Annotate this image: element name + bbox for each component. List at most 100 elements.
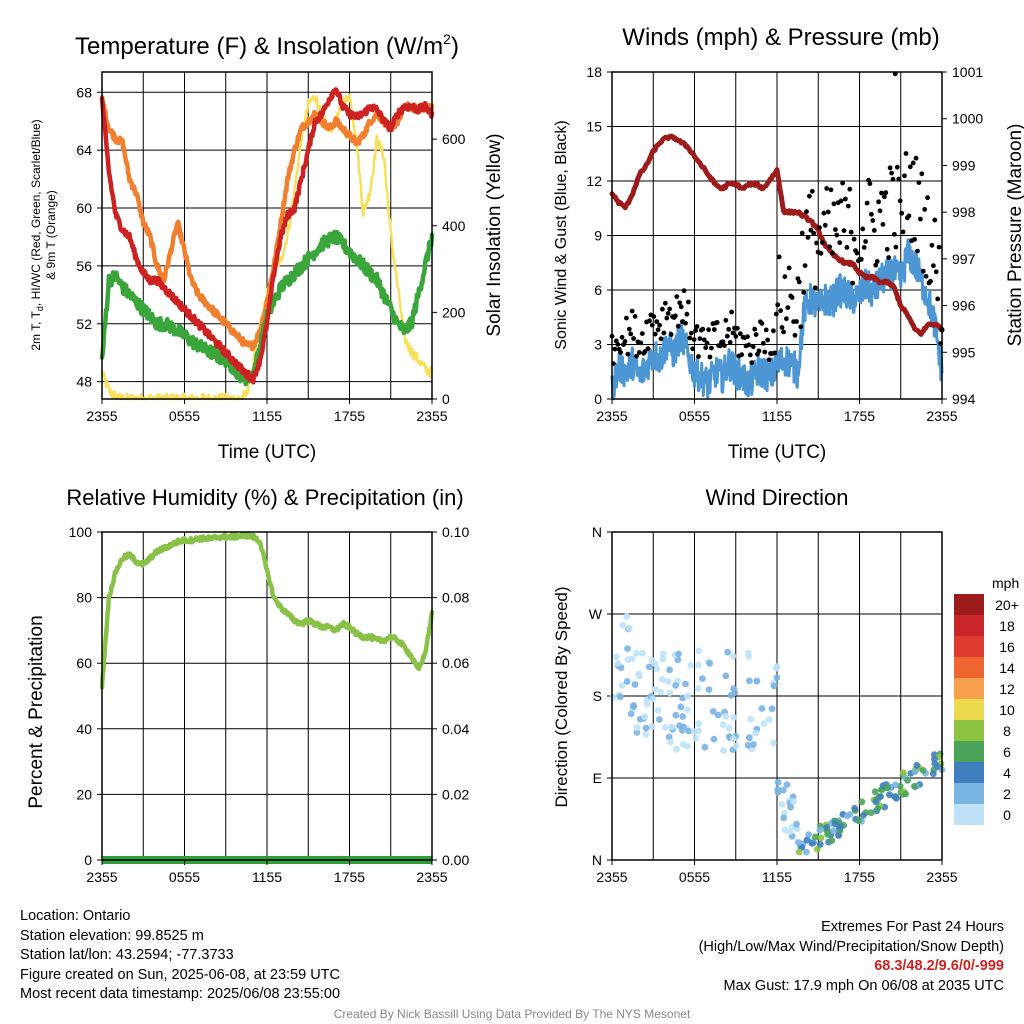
- direction-point: [692, 734, 700, 742]
- y-tick-label: 15: [586, 119, 602, 135]
- colorbar-title: mph: [992, 575, 1019, 591]
- y2-axis-label: Station Pressure (Maroon): [1005, 124, 1024, 347]
- direction-point: [730, 685, 738, 692]
- colorbar-label: 6: [1003, 744, 1011, 760]
- gust-point: [746, 342, 752, 348]
- direction-point: [706, 659, 714, 667]
- direction-point: [719, 721, 727, 728]
- station-info: Location: Ontario Station elevation: 99.…: [20, 907, 340, 1005]
- gust-point: [882, 194, 887, 200]
- direction-point: [641, 713, 649, 721]
- gust-point: [626, 326, 632, 332]
- gust-point: [678, 304, 684, 310]
- direction-point: [808, 840, 816, 847]
- x-tick-label: 2355: [596, 408, 627, 424]
- direction-point: [911, 768, 919, 775]
- gust-point: [665, 311, 671, 316]
- direction-point: [830, 827, 837, 835]
- gust-point: [697, 336, 703, 341]
- x-tick-label: 0555: [169, 869, 200, 885]
- gust-point: [843, 196, 848, 202]
- gust-point: [776, 254, 782, 260]
- colorbar-label: 20+: [995, 597, 1019, 613]
- gust-point: [931, 263, 936, 269]
- gust-point: [809, 188, 815, 194]
- gust-point: [873, 262, 879, 268]
- direction-point: [642, 724, 650, 732]
- direction-point: [774, 788, 782, 796]
- y-tick-label: 6: [594, 282, 602, 298]
- direction-point: [633, 650, 640, 657]
- direction-point: [795, 839, 803, 846]
- panel-winds: 0 3 6 9 12 15 18 994 995 996 997 998 999 1000 1001 2355…: [553, 24, 1024, 463]
- gust-point: [771, 328, 776, 334]
- direction-point: [616, 693, 624, 701]
- chart-title-superscript: 2: [443, 31, 451, 47]
- gust-point: [684, 311, 690, 317]
- direction-point: [694, 685, 702, 692]
- y-tick-label: 9: [594, 228, 602, 244]
- gust-point: [675, 323, 681, 329]
- direction-point: [695, 647, 703, 655]
- gust-point: [918, 216, 923, 222]
- y-tick-label: 68: [76, 84, 92, 100]
- direction-point: [682, 680, 689, 688]
- y2-tick-label: 400: [442, 218, 466, 234]
- direction-point: [679, 713, 687, 720]
- gust-point: [834, 232, 840, 238]
- gust-point: [845, 203, 851, 209]
- direction-point: [666, 689, 674, 697]
- direction-point: [851, 804, 859, 812]
- panel-humidity: 0 20 40 60 80 100 0.00 0.02 0.04 0.06 0.08 0.10 2355…: [26, 485, 469, 885]
- direction-point: [770, 739, 777, 747]
- direction-point: [651, 686, 659, 693]
- x-tick-label: 0555: [169, 408, 200, 424]
- direction-point: [855, 817, 862, 824]
- direction-point: [858, 798, 866, 806]
- gust-point: [883, 190, 889, 196]
- direction-point: [659, 655, 667, 663]
- direction-point: [883, 784, 891, 792]
- gust-point: [717, 343, 723, 349]
- direction-point: [747, 715, 755, 723]
- gust-point: [763, 327, 769, 333]
- gust-point: [812, 285, 818, 291]
- direction-point: [872, 798, 880, 806]
- gust-point: [701, 337, 707, 343]
- gust-point: [730, 330, 736, 336]
- gust-point: [894, 164, 900, 170]
- gust-point: [651, 314, 657, 319]
- y-tick-label: 64: [76, 142, 92, 158]
- direction-point: [624, 645, 631, 652]
- gust-point: [657, 322, 662, 328]
- recent-timestamp: Most recent data timestamp: 2025/06/08 2…: [20, 986, 341, 1002]
- direction-point: [664, 678, 672, 685]
- y-tick-label: 0: [594, 391, 602, 407]
- direction-point: [929, 770, 937, 778]
- y-tick-label: 0: [84, 852, 92, 868]
- gust-point: [727, 340, 733, 345]
- gust-point: [709, 345, 714, 351]
- gust-point: [889, 170, 894, 176]
- gust-point: [647, 318, 652, 324]
- gust-point: [632, 314, 638, 319]
- gust-point: [655, 327, 661, 333]
- gust-point: [903, 151, 909, 156]
- gust-point: [830, 250, 835, 256]
- gust-point: [870, 218, 876, 223]
- x-tick-label: 1755: [844, 869, 875, 885]
- direction-point: [892, 781, 899, 789]
- direction-point: [705, 686, 713, 693]
- gust-point: [654, 319, 660, 324]
- direction-point: [659, 650, 667, 657]
- direction-point: [656, 716, 663, 723]
- gust-point: [773, 311, 779, 317]
- gust-point: [794, 319, 799, 324]
- gust-point: [707, 354, 713, 360]
- direction-point: [904, 776, 912, 784]
- direction-point: [793, 820, 800, 828]
- gust-point: [847, 186, 853, 192]
- series-sonic-wind-line: [610, 238, 944, 401]
- gust-point: [765, 337, 770, 343]
- direction-point: [846, 811, 854, 818]
